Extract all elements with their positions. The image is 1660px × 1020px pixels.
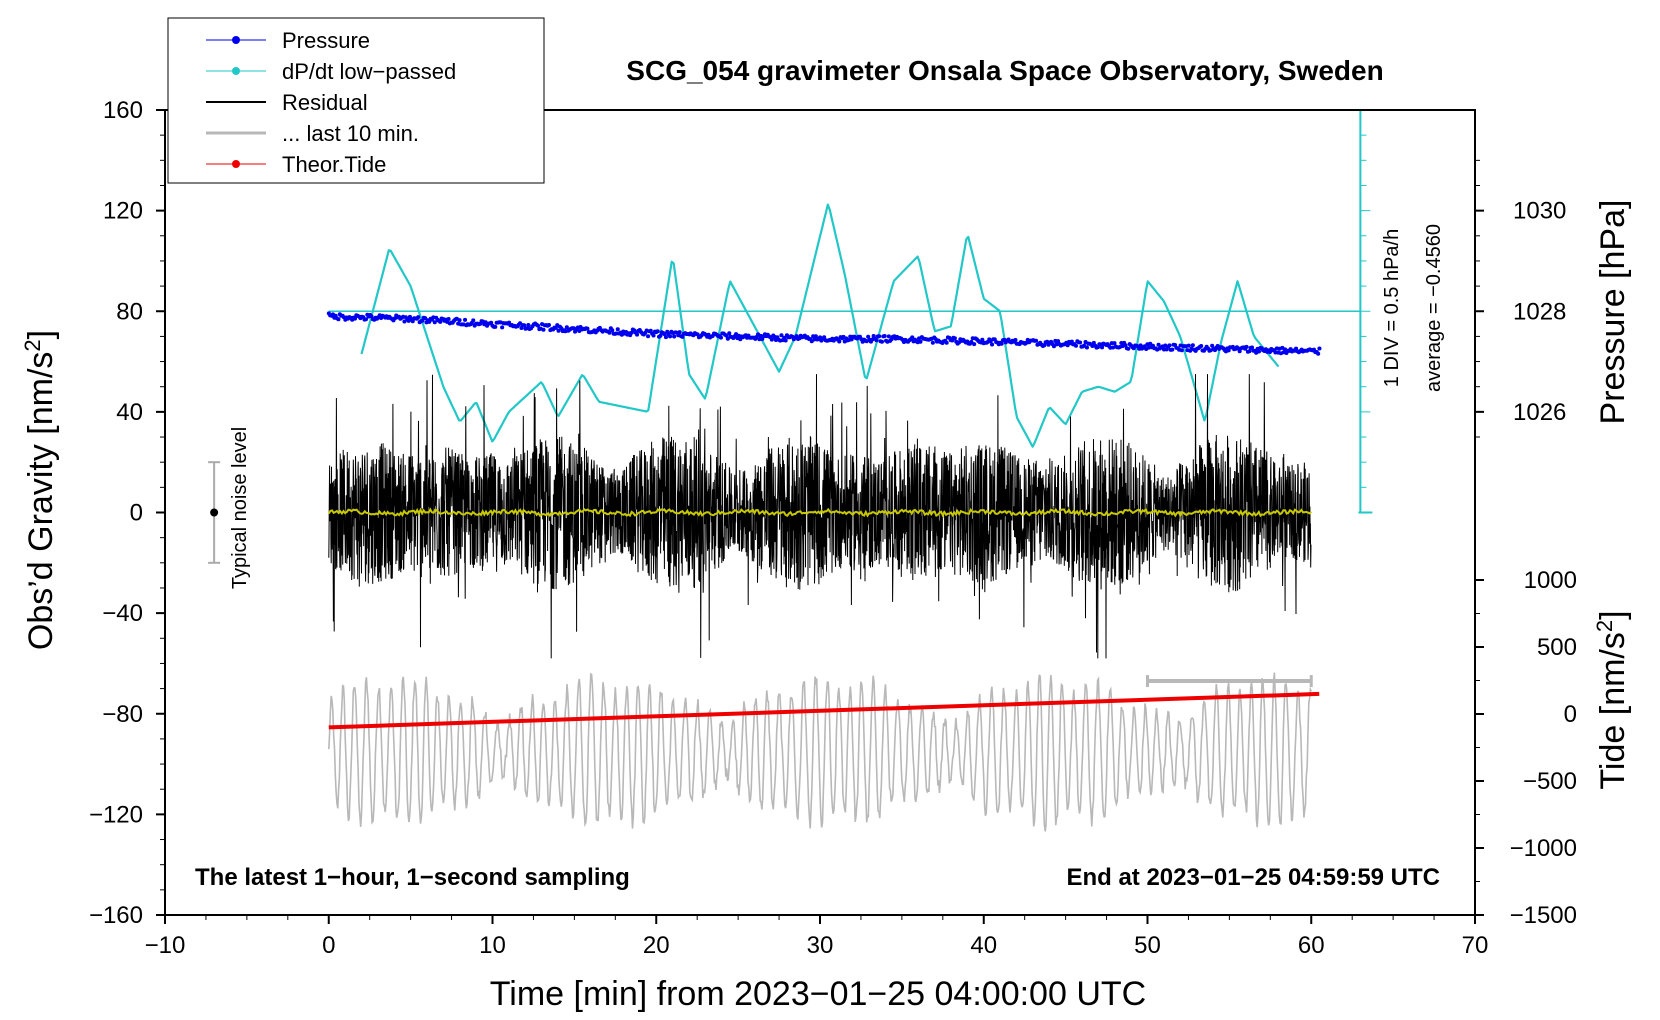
- last10-series: [328, 672, 1313, 832]
- x-tick-label: 50: [1134, 932, 1161, 959]
- average-label: average = −0.4560: [1423, 224, 1445, 392]
- pressure-tick-label: 1028: [1513, 298, 1566, 325]
- x-tick-label: 0: [322, 932, 335, 959]
- y-tick-label: −120: [89, 801, 143, 828]
- tide-tick-label: −1000: [1510, 835, 1577, 862]
- pressure-tick-label: 1030: [1513, 198, 1566, 225]
- y-tick-label: 80: [116, 298, 143, 325]
- y-axis-label-tide-sup: 2: [1592, 620, 1617, 632]
- y-axis-label-left-main: Obs’d Gravity [nm/s: [22, 352, 60, 651]
- legend-marker-tide: [232, 160, 240, 168]
- x-tick-label: 20: [643, 932, 670, 959]
- legend-label-pressure: Pressure: [282, 28, 370, 53]
- dpdt-series: [328, 109, 1373, 514]
- y-tick-label: 0: [130, 500, 143, 527]
- chart-title: SCG_054 gravimeter Onsala Space Observat…: [626, 55, 1383, 86]
- x-tick-label: −10: [145, 932, 186, 959]
- legend-marker-dpdt: [232, 67, 240, 75]
- last10-line: [328, 672, 1313, 832]
- x-tick-label: 60: [1298, 932, 1325, 959]
- legend-marker-pressure: [232, 36, 240, 44]
- y-tick-label: −80: [102, 701, 143, 728]
- residual-line: [328, 374, 1312, 659]
- axes: −10 0 10 20 30 40 50 60 70 −160 −120 −80 −40 0 40 80 120…: [89, 97, 1577, 959]
- y-axis-label-tide-main: Tide [nm/s: [1594, 632, 1632, 789]
- x-tick-label: 10: [479, 932, 506, 959]
- y-tick-label: −160: [89, 902, 143, 929]
- y-axis-label-tide: Tide [nm/s2]: [1592, 610, 1632, 789]
- dpdt-line: [360, 203, 1280, 448]
- y-axis-label-left: Obs’d Gravity [nm/s2]: [20, 330, 60, 650]
- tide-tick-label: 1000: [1524, 567, 1577, 594]
- legend-box: [167, 17, 545, 184]
- noise-level-label: Typical noise level: [229, 427, 251, 589]
- residual-mean-line: [327, 507, 1313, 518]
- y-tick-label: 160: [103, 97, 143, 124]
- y-axis-label-tide-tail: ]: [1594, 610, 1632, 619]
- legend: Pressure dP/dt low−passed Residual ... l…: [167, 17, 545, 184]
- y-tick-label: −40: [102, 600, 143, 627]
- tide-series: [328, 691, 1320, 730]
- tide-line: [328, 691, 1320, 730]
- y-axis-label-left-sup: 2: [20, 339, 45, 351]
- legend-label-tide: Theor.Tide: [282, 152, 386, 177]
- pressure-tick-label: 1026: [1513, 399, 1566, 426]
- y-tick-label: 120: [103, 198, 143, 225]
- tide-tick-label: −1500: [1510, 902, 1577, 929]
- tide-tick-label: 500: [1537, 634, 1577, 661]
- y-axis-label-left-tail: ]: [22, 330, 60, 339]
- x-tick-label: 70: [1462, 932, 1489, 959]
- legend-label-residual: Residual: [282, 90, 368, 115]
- pressure-series: [326, 311, 1322, 356]
- dpdt-scale-label: 1 DIV = 0.5 hPa/h: [1381, 229, 1403, 387]
- x-tick-label: 40: [970, 932, 997, 959]
- legend-label-dpdt: dP/dt low−passed: [282, 59, 456, 84]
- end-time-note: End at 2023−01−25 04:59:59 UTC: [1066, 864, 1440, 891]
- legend-label-last10: ... last 10 min.: [282, 121, 419, 146]
- tide-tick-label: −500: [1523, 768, 1577, 795]
- residual-mean-series: [327, 507, 1313, 518]
- residual-series: [328, 374, 1312, 659]
- y-axis-label-pressure: Pressure [hPa]: [1594, 200, 1632, 425]
- sampling-note: The latest 1−hour, 1−second sampling: [195, 864, 630, 891]
- chart-decorations: [208, 461, 221, 564]
- x-axis-label: Time [min] from 2023−01−25 04:00:00 UTC: [490, 975, 1146, 1013]
- y-tick-label: 40: [116, 399, 143, 426]
- tide-tick-label: 0: [1564, 701, 1577, 728]
- x-tick-label: 30: [807, 932, 834, 959]
- pressure-points: [326, 311, 1322, 356]
- noise-point: [210, 508, 219, 517]
